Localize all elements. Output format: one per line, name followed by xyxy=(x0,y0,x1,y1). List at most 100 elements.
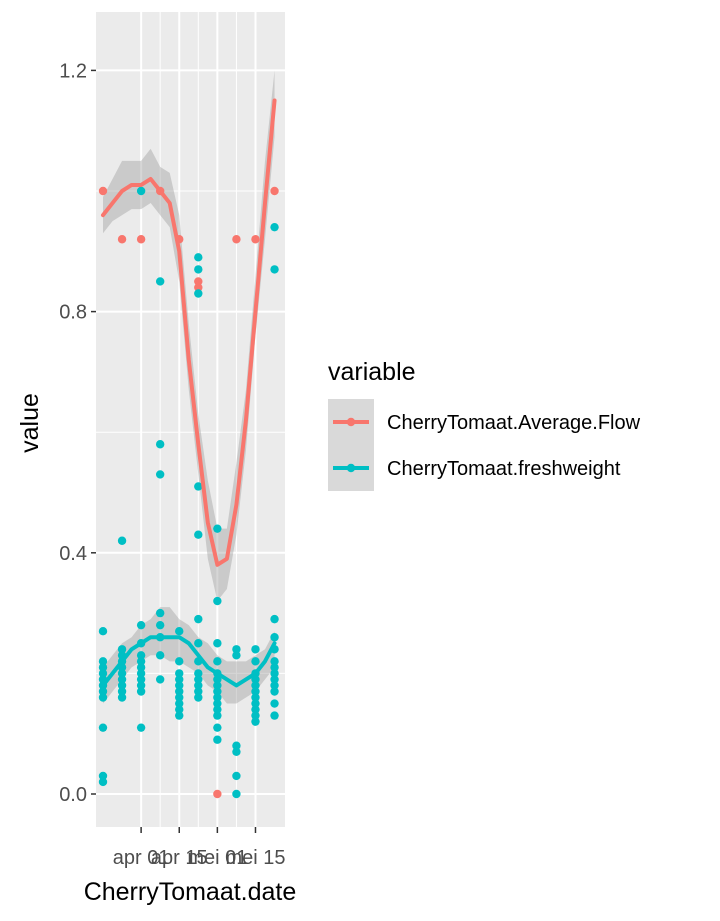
data-point xyxy=(117,536,127,545)
data-point xyxy=(213,711,222,720)
data-point xyxy=(270,675,279,684)
y-tick-label: 1.2 xyxy=(59,60,87,82)
data-point xyxy=(117,675,127,684)
data-point xyxy=(251,717,260,726)
data-point xyxy=(213,657,222,666)
data-point xyxy=(251,687,260,696)
data-point xyxy=(270,633,279,642)
data-point xyxy=(194,687,203,696)
y-tick-label: 0.4 xyxy=(59,543,87,565)
data-point xyxy=(232,235,241,244)
data-point xyxy=(98,723,108,732)
data-point xyxy=(175,626,184,636)
data-point xyxy=(136,687,146,696)
data-point xyxy=(232,645,241,654)
data-point xyxy=(251,693,260,702)
data-point xyxy=(270,687,279,696)
x-axis-title: CherryTomaat.date xyxy=(84,878,297,906)
legend-label-average-flow: CherryTomaat.Average.Flow xyxy=(387,412,641,434)
data-point xyxy=(117,235,127,244)
data-point xyxy=(213,789,222,799)
data-point xyxy=(175,705,184,714)
data-point xyxy=(251,235,260,244)
data-point xyxy=(194,253,203,262)
data-point xyxy=(136,663,146,672)
data-point xyxy=(175,693,184,702)
data-point xyxy=(194,693,203,702)
data-point xyxy=(117,645,127,654)
data-point xyxy=(136,620,146,630)
data-point xyxy=(194,289,203,298)
data-point xyxy=(175,699,184,708)
data-point xyxy=(98,626,108,636)
data-point xyxy=(213,723,222,732)
data-point xyxy=(270,699,279,708)
legend: variable CherryTomaat.Average.Flow Cherr… xyxy=(328,358,641,491)
data-point xyxy=(98,669,108,678)
data-point xyxy=(175,687,184,696)
legend-keys xyxy=(333,417,369,473)
data-point xyxy=(194,283,203,292)
data-point xyxy=(270,614,279,624)
data-point xyxy=(194,669,203,678)
data-point xyxy=(175,657,184,666)
data-point xyxy=(136,235,146,244)
data-point xyxy=(213,687,222,696)
data-point xyxy=(213,675,222,684)
x-tick-label: apr 15 xyxy=(151,847,208,869)
data-point xyxy=(213,705,222,714)
x-tick-label: apr 01 xyxy=(113,847,170,869)
data-point xyxy=(155,440,165,449)
x-tick-label: mei 01 xyxy=(187,847,247,869)
data-point xyxy=(98,657,108,666)
y-tick-label: 0.8 xyxy=(59,302,87,324)
data-point xyxy=(98,777,108,787)
data-point xyxy=(232,741,241,750)
data-point xyxy=(98,693,108,702)
data-point xyxy=(194,482,203,491)
data-point xyxy=(98,186,108,196)
data-point xyxy=(194,614,203,624)
data-point xyxy=(270,186,279,196)
data-point xyxy=(136,723,146,732)
data-point xyxy=(194,530,203,539)
data-point xyxy=(155,651,165,660)
legend-title: variable xyxy=(328,358,416,386)
data-point xyxy=(270,711,279,720)
legend-key-point xyxy=(346,417,356,427)
data-point xyxy=(194,265,203,274)
data-point xyxy=(194,681,203,690)
data-point xyxy=(213,524,222,533)
confidence-bands xyxy=(103,70,275,704)
data-point xyxy=(251,711,260,720)
legend-label-freshweight: CherryTomaat.freshweight xyxy=(387,458,621,480)
data-point xyxy=(270,222,279,232)
data-point xyxy=(155,277,165,286)
confidence-band xyxy=(103,607,275,704)
data-point xyxy=(175,669,184,678)
data-point xyxy=(232,651,241,660)
data-point xyxy=(251,681,260,690)
data-point xyxy=(136,657,146,666)
data-point xyxy=(155,608,165,618)
data-point xyxy=(136,675,146,684)
smooth-line xyxy=(101,635,277,688)
smooth-line xyxy=(101,98,277,567)
data-point xyxy=(98,771,108,781)
data-point xyxy=(270,681,279,690)
data-point xyxy=(98,663,108,672)
data-point xyxy=(232,789,241,799)
data-point xyxy=(251,657,260,666)
data-point xyxy=(270,663,279,672)
data-point xyxy=(155,620,165,630)
data-point xyxy=(175,681,184,690)
data-point xyxy=(136,651,146,660)
data-point xyxy=(136,186,146,196)
data-point xyxy=(251,699,260,708)
data-point xyxy=(213,699,222,708)
data-point xyxy=(194,277,203,286)
data-point xyxy=(213,639,222,648)
data-point xyxy=(136,681,146,690)
